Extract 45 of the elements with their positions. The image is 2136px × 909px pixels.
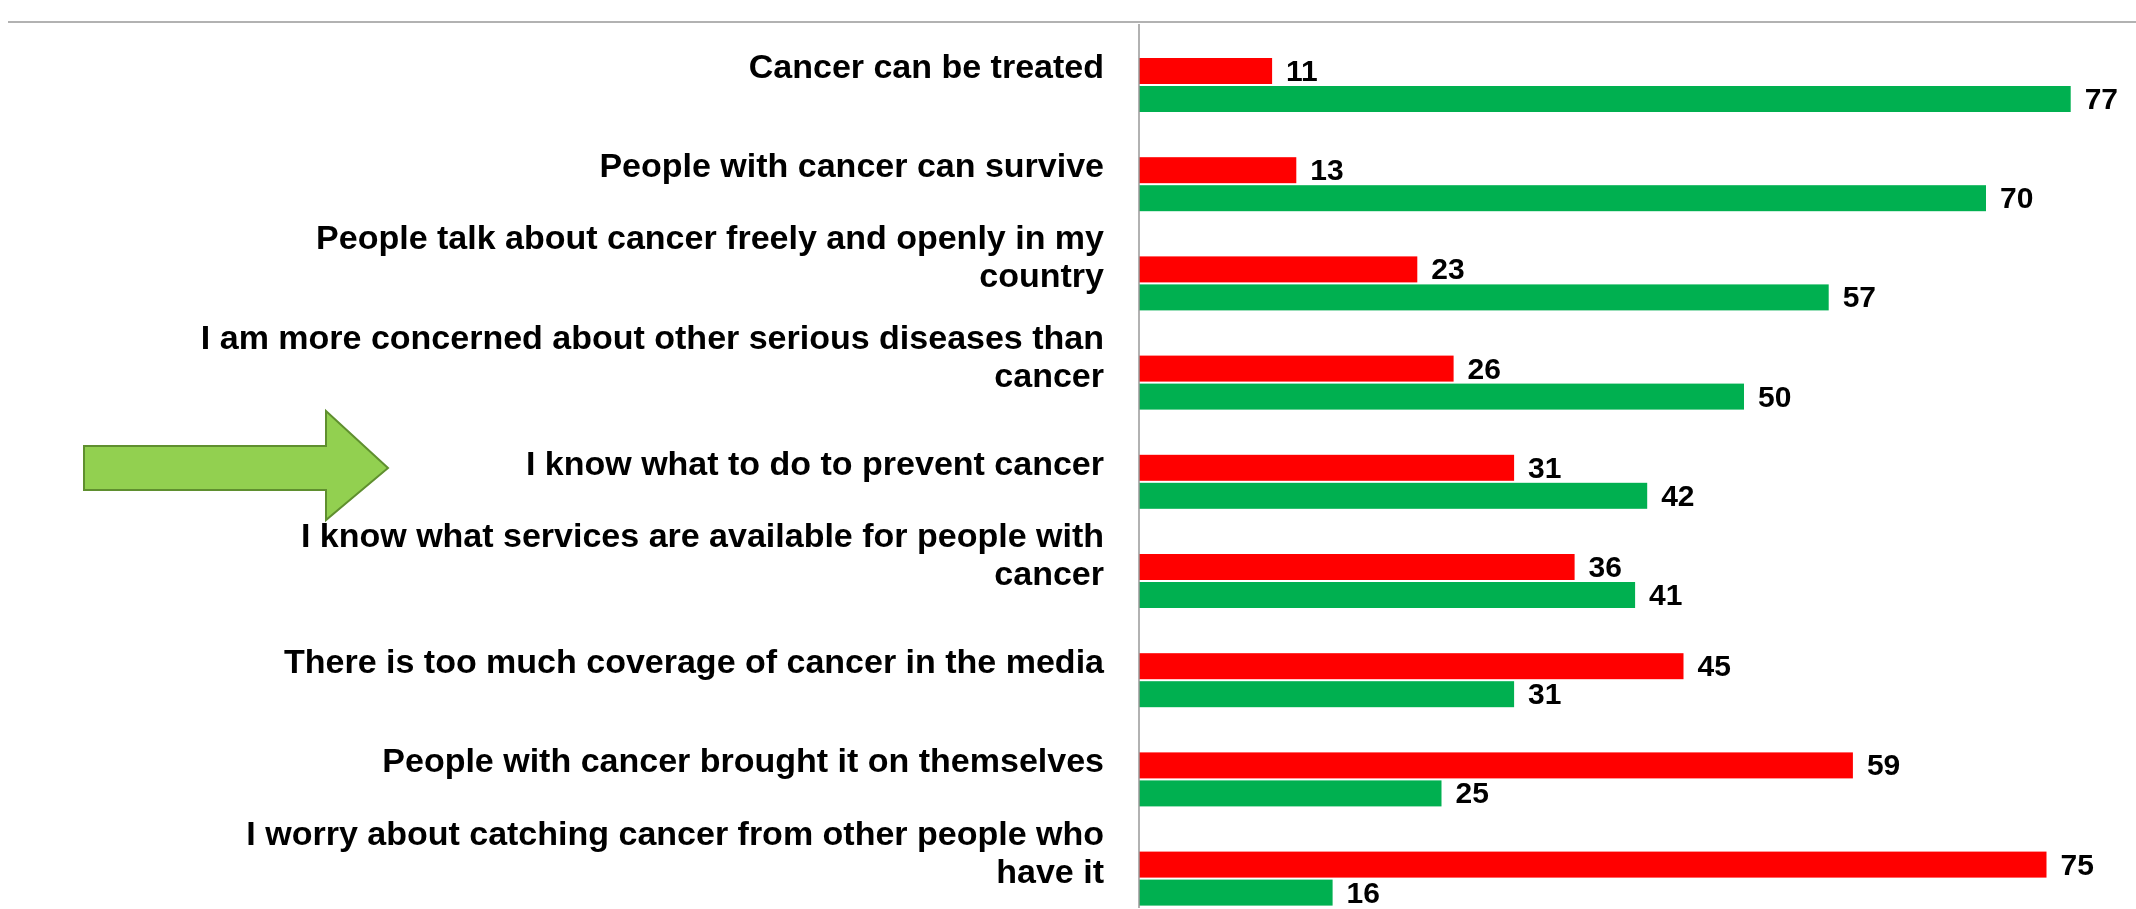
bar (1139, 256, 1418, 283)
bar (1139, 383, 1744, 410)
y-tick-label: People with cancer can survive (599, 146, 1104, 185)
y-tick-label: There is too much coverage of cancer in the media (283, 642, 1106, 681)
data-label: 59 (1866, 748, 1901, 782)
bar (1139, 157, 1297, 184)
data-label: 77 (2084, 82, 2119, 115)
bar (1139, 653, 1684, 680)
data-label: 75 (2060, 847, 2094, 881)
y-tick-label: I worry about catching cancer from other people who have it (246, 813, 1104, 890)
data-label: 25 (1455, 776, 1489, 810)
bar (1139, 851, 2047, 878)
data-label: 41 (1649, 578, 1683, 611)
y-tick-label: I know what to do to prevent cancer (525, 443, 1104, 482)
bar (1139, 780, 1442, 807)
y-tick-label: Cancer can be treated (748, 47, 1104, 85)
data-label: 45 (1697, 649, 1731, 683)
y-tick-label: People talk about cancer freely and openly in my country (316, 218, 1105, 295)
data-label: 16 (1346, 875, 1380, 909)
y-tick-label: I am more concerned about other serious diseases than cancer (200, 317, 1104, 394)
bar (1139, 454, 1515, 481)
data-label: 23 (1431, 252, 1465, 286)
bar (1139, 284, 1829, 311)
bar (1139, 554, 1575, 580)
bar (1139, 58, 1273, 84)
bar (1139, 681, 1515, 708)
bar (1139, 482, 1648, 509)
data-label: 26 (1467, 351, 1501, 385)
data-label: 57 (1842, 280, 1877, 314)
data-label: 31 (1528, 450, 1562, 484)
data-label: 13 (1310, 153, 1344, 187)
bar (1139, 355, 1454, 382)
bar (1139, 879, 1333, 906)
y-tick-label: I know what services are available for people with cancer (300, 516, 1104, 592)
data-label: 36 (1588, 550, 1622, 583)
bar (1139, 582, 1636, 608)
data-label: 11 (1286, 54, 1318, 87)
data-label: 70 (2000, 181, 2034, 215)
bar (1139, 185, 1986, 212)
data-label: 50 (1758, 379, 1792, 413)
y-tick-label: People with cancer brought it on themselves (382, 741, 1104, 780)
data-label: 31 (1528, 677, 1562, 711)
bar (1139, 86, 2071, 112)
data-label: 42 (1661, 478, 1695, 512)
bar (1139, 752, 1853, 779)
